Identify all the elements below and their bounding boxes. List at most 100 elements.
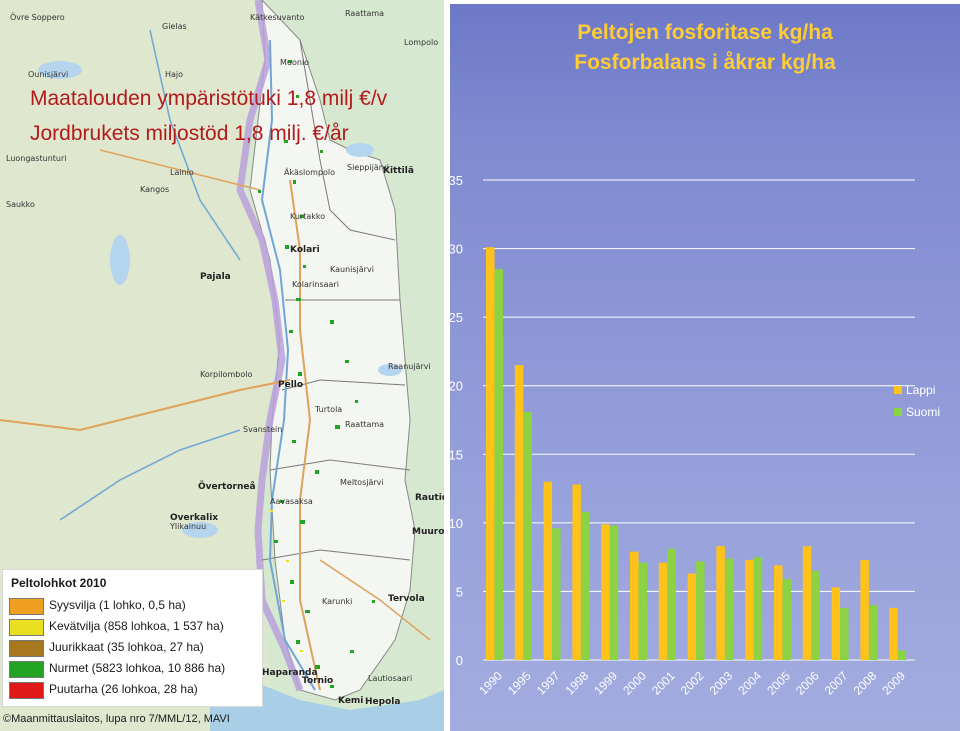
place-label: Hepola — [365, 697, 401, 707]
map-title-swedish: Jordbrukets miljostöd 1,8 milj. €/år — [30, 122, 349, 145]
legend-swatch — [894, 386, 902, 394]
place-label: Kätkesuvanto — [250, 13, 305, 22]
place-label: Karunki — [322, 597, 353, 606]
bar-lappi — [802, 546, 812, 660]
bar-suomi — [667, 548, 676, 660]
place-label: Raattama — [345, 9, 385, 18]
place-label: Övre Soppero — [10, 13, 65, 22]
place-label: Ylikainuu — [170, 522, 207, 531]
map-background — [0, 0, 444, 731]
bar-suomi — [840, 607, 849, 660]
legend-label: Suomi — [906, 405, 941, 419]
bar-suomi — [580, 511, 590, 660]
chart-title-swedish: Fosforbalans i åkrar kg/ha — [574, 51, 836, 74]
x-tick-label: 1998 — [563, 669, 592, 698]
map-title-finnish: Maatalouden ympäristötuki 1,8 milj €/v — [30, 87, 388, 110]
map-copyright: ©Maanmittauslaitos, lupa nro 7/MML/12, M… — [3, 713, 230, 725]
place-label: Lautiosaari — [368, 674, 413, 683]
place-label: Tervola — [388, 594, 425, 604]
bar-suomi — [782, 579, 791, 660]
bar-suomi — [811, 570, 820, 660]
place-label: Muonio — [280, 58, 310, 67]
place-label: Haparanda — [262, 668, 318, 678]
place-label: Kemi — [338, 696, 364, 706]
y-tick-label: 5 — [456, 584, 463, 599]
place-label: Sieppijärvi — [347, 163, 389, 172]
bar-suomi — [523, 411, 532, 660]
y-tick-label: 15 — [450, 447, 463, 462]
bar-lappi — [630, 551, 639, 660]
legend-swatch — [894, 408, 902, 416]
place-label: Äkäslompolo — [284, 168, 336, 177]
place-label: Pello — [278, 380, 304, 390]
bar-lappi — [716, 546, 725, 660]
bar-suomi — [753, 557, 763, 660]
legend-title: Peltolohkot 2010 — [11, 576, 107, 590]
place-label: Luongastunturi — [6, 154, 67, 163]
place-label: Muurola — [412, 527, 444, 537]
map-panel: Maatalouden ympäristötuki 1,8 milj €/v J… — [0, 0, 444, 731]
x-tick-label: 1997 — [534, 669, 563, 698]
place-label: Hajo — [165, 70, 184, 79]
place-label: Svanstein — [243, 425, 283, 434]
map-legend: Peltolohkot 2010 Syysvilja (1 lohko, 0,5… — [2, 569, 263, 707]
bar-suomi — [638, 562, 647, 660]
bar-suomi — [696, 561, 705, 660]
legend-swatch — [9, 598, 44, 615]
bar-suomi — [552, 528, 561, 660]
place-label: Kangos — [140, 185, 170, 194]
bar-lappi — [658, 562, 668, 660]
bar-lappi — [601, 524, 610, 660]
place-label: Kurtakko — [290, 212, 326, 221]
x-tick-label: 1995 — [505, 669, 534, 698]
x-tick-label: 2002 — [678, 669, 707, 698]
place-label: Saukko — [6, 200, 35, 209]
legend-label: Kevätvilja (858 lohkoa, 1 537 ha) — [49, 619, 224, 633]
place-label: Kittilä — [383, 166, 414, 176]
x-tick-label: 2008 — [851, 669, 880, 698]
place-label: Pajala — [200, 272, 231, 282]
bar-suomi — [897, 650, 907, 660]
y-tick-label: 20 — [450, 379, 463, 394]
x-tick-label: 2007 — [822, 669, 851, 698]
bar-lappi — [860, 559, 869, 660]
y-tick-label: 0 — [456, 653, 463, 668]
chart-panel: Peltojen fosforitase kg/ha Fosforbalans … — [450, 4, 960, 731]
legend-swatch — [9, 640, 44, 657]
x-tick-label: 2000 — [620, 669, 649, 698]
place-label: Lainio — [170, 168, 194, 177]
bar-lappi — [572, 484, 581, 660]
x-tick-label: 2004 — [735, 669, 764, 698]
bar-lappi — [745, 559, 754, 660]
x-tick-label: 2001 — [649, 669, 678, 698]
y-tick-label: 30 — [450, 242, 463, 257]
bar-lappi — [774, 565, 783, 660]
x-tick-label: 2006 — [793, 669, 822, 698]
x-tick-label: 1999 — [591, 669, 620, 698]
place-label: Aavasaksa — [270, 497, 313, 506]
place-label: Raanujärvi — [388, 362, 431, 371]
place-label: Kolari — [290, 245, 320, 255]
y-tick-label: 25 — [450, 310, 463, 325]
legend-label: Nurmet (5823 lohkoa, 10 886 ha) — [49, 661, 226, 675]
y-tick-label: 35 — [450, 173, 463, 188]
legend-label: Puutarha (26 lohkoa, 28 ha) — [49, 682, 198, 696]
bar-suomi — [724, 558, 734, 660]
place-label: Rautiosaari — [415, 493, 444, 503]
x-tick-label: 2005 — [764, 669, 793, 698]
x-tick-label: 2003 — [707, 669, 736, 698]
place-label: Tornio — [302, 676, 334, 686]
y-tick-label: 10 — [450, 516, 463, 531]
bar-lappi — [543, 481, 553, 660]
legend-label: Syysvilja (1 lohko, 0,5 ha) — [49, 598, 186, 612]
x-tick-label: 2009 — [879, 669, 908, 698]
legend-swatch — [9, 619, 44, 636]
bar-lappi — [514, 365, 524, 660]
bar-lappi — [831, 587, 841, 660]
place-label: Ounisjärvi — [28, 70, 69, 79]
bar-lappi — [486, 247, 495, 660]
chart-title-finnish: Peltojen fosforitase kg/ha — [577, 21, 833, 44]
place-label: Övertorneå — [198, 482, 256, 492]
place-label: Lompolo — [404, 38, 439, 47]
